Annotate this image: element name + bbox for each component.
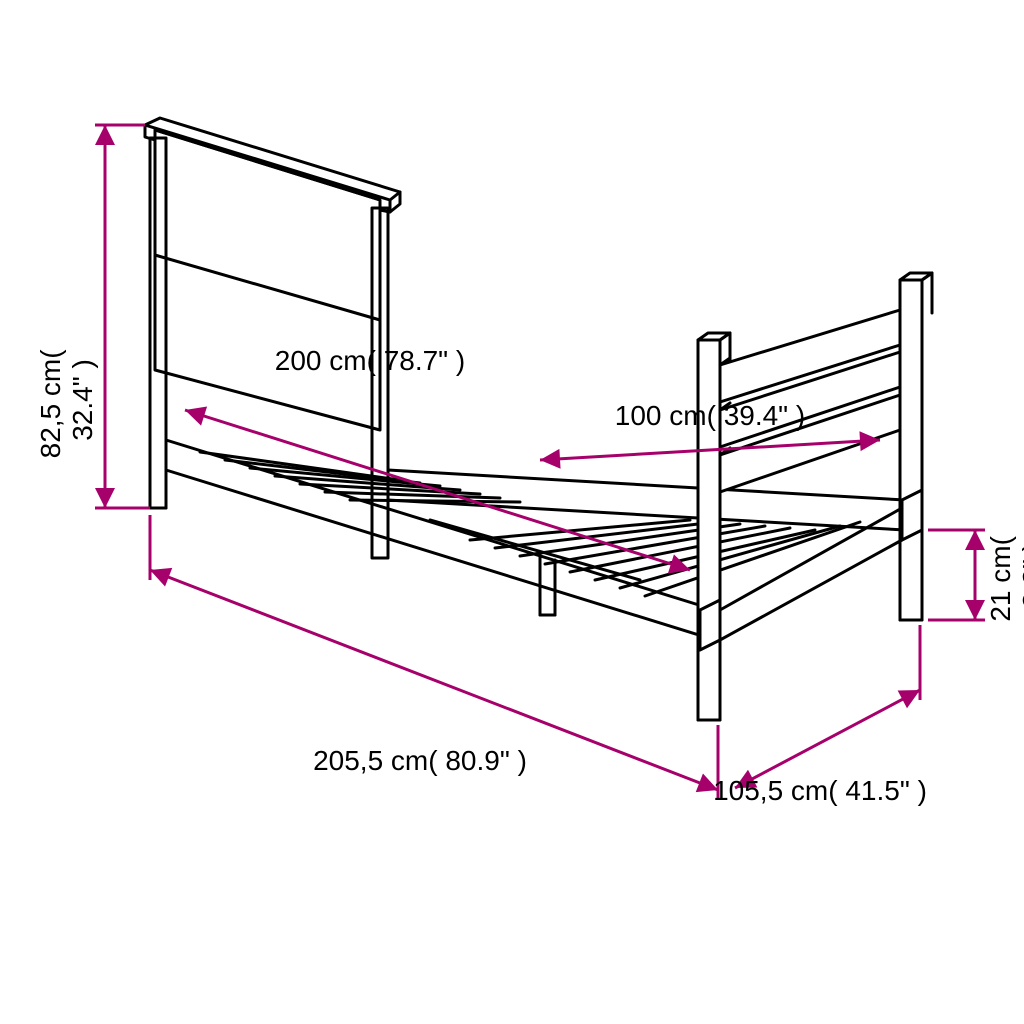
dimension-lines [95,125,985,800]
label-length-inner: 200 cm( 78.7" ) [275,345,465,376]
label-height-headboard: 82,5 cm( 32.4" ) [35,342,98,459]
label-height-clearance: 21 cm( 8.3" ) [985,528,1024,621]
label-length-outer: 205,5 cm( 80.9" ) [313,745,527,776]
dimension-diagram: 82,5 cm( 32.4" ) 200 cm( 78.7" ) 100 cm(… [0,0,1024,1024]
bed-outline [145,118,932,720]
label-width-outer: 105,5 cm( 41.5" ) [713,775,927,806]
label-width-inner: 100 cm( 39.4" ) [615,400,805,431]
